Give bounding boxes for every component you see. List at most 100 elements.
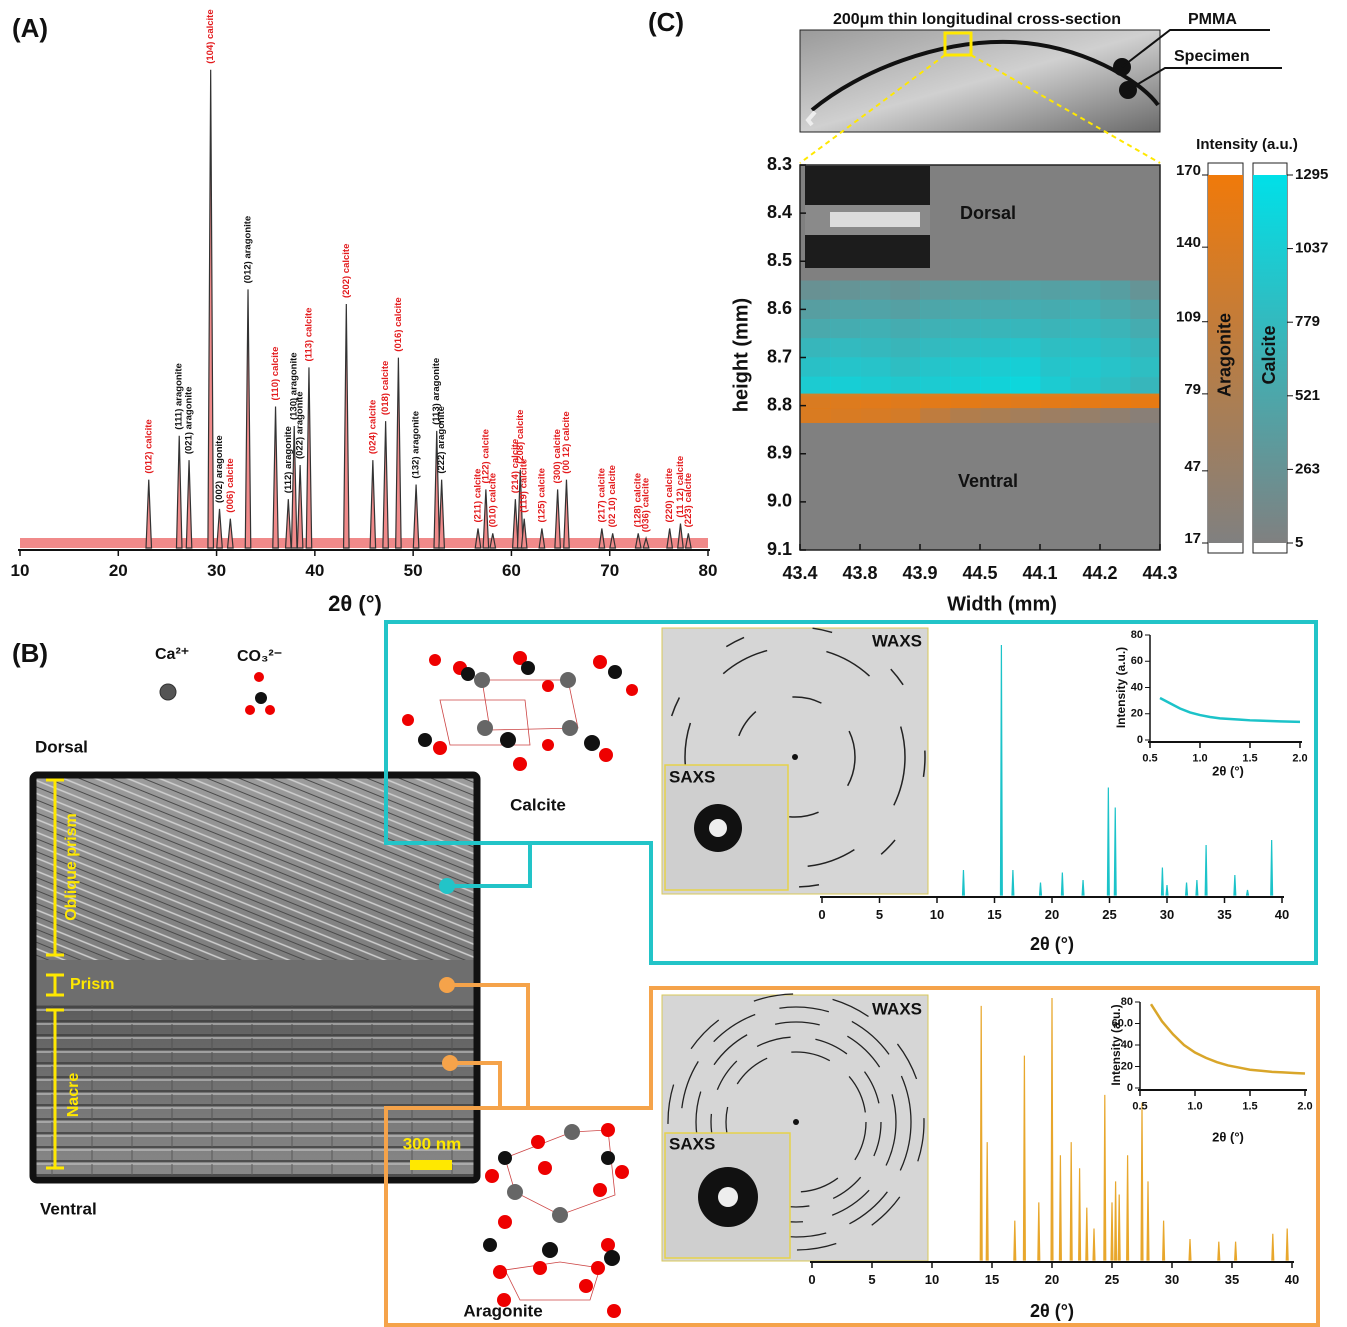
peak (490, 533, 496, 548)
x-tick-label: 35 (1225, 1272, 1239, 1287)
peak (1218, 1242, 1220, 1260)
heatmap-cell (980, 408, 1011, 423)
heatmap-cell (890, 300, 921, 320)
line (1151, 1004, 1305, 1073)
orientation-label: Ventral (40, 1199, 97, 1218)
heatmap-cell (1070, 300, 1101, 320)
peak-label: (012) aragonite (243, 216, 254, 284)
heatmap-cell (950, 319, 981, 339)
peak (1272, 1234, 1274, 1260)
waxs-image (662, 994, 928, 1261)
heatmap-cell (830, 319, 861, 339)
peak-label: (016) calcite (393, 297, 404, 351)
heatmap-cell (920, 281, 951, 301)
heatmap-cell (920, 377, 951, 397)
colorbar-tick-label: 17 (1184, 530, 1201, 547)
y-tick-label: 80 (1131, 629, 1143, 641)
panel-label: (B) (12, 638, 48, 668)
heatmap-cell (860, 300, 891, 320)
y-tick-label: 8.6 (767, 298, 792, 318)
heatmap-cell (920, 338, 951, 358)
peak (1093, 1229, 1095, 1260)
peak (146, 480, 152, 548)
heatmap-inset (805, 166, 930, 268)
heatmap-cell (950, 394, 981, 409)
peak (1127, 1155, 1129, 1260)
heatmap-cell (1040, 319, 1071, 339)
heatmap-cell (950, 408, 981, 423)
detector-label: SAXS (669, 1134, 715, 1153)
layer-label: Oblique prism (63, 813, 80, 921)
structure-label: Calcite (510, 795, 566, 814)
peak (539, 528, 545, 548)
heatmap-cell (800, 338, 831, 358)
y-tick-label: 8.8 (767, 394, 792, 414)
heatmap-cell (860, 281, 891, 301)
peak (1104, 1095, 1106, 1260)
x-tick-label: 0 (818, 907, 825, 922)
y-tick-label: 8.5 (767, 250, 792, 270)
heatmap-cell (1100, 300, 1131, 320)
heatmap-cell (980, 281, 1011, 301)
sem-nacre (33, 1005, 477, 1180)
heatmap-cell (860, 394, 891, 409)
peak (1061, 873, 1063, 896)
x-tick-label: 30 (207, 561, 226, 580)
peak (1114, 808, 1116, 896)
colorbar-tick-label: 140 (1176, 234, 1201, 251)
colorbar-title: Intensity (a.u.) (1196, 136, 1298, 153)
y-tick-label: 40 (1131, 681, 1143, 693)
x-tick-label: 40 (1285, 1272, 1299, 1287)
co3-icon (245, 672, 275, 715)
heatmap-cell (1130, 358, 1161, 378)
x-tick-label: 50 (404, 561, 423, 580)
heatmap-cell (1130, 300, 1161, 320)
y-axis-label: height (mm) (730, 298, 752, 412)
x-tick-label: 43.4 (782, 563, 817, 583)
detector-label: WAXS (872, 631, 922, 650)
heatmap-cell (920, 394, 951, 409)
figure: (A) (B) (C) 200μm thin longitudinal cros… (0, 0, 1347, 1327)
peak (1163, 1221, 1165, 1260)
x-tick-label: 15 (985, 1272, 999, 1287)
x-tick-label: 30 (1165, 1272, 1179, 1287)
y-tick-label: 8.7 (767, 346, 792, 366)
heatmap-cell (1010, 377, 1041, 397)
x-tick-label: 5 (868, 1272, 875, 1287)
peak-label: (223) calcite (683, 473, 694, 527)
heatmap-cell (1010, 319, 1041, 339)
peak (555, 489, 561, 548)
x-tick-label: 80 (699, 561, 718, 580)
peak-label: (010) calcite (487, 473, 498, 527)
x-tick-label: 1.5 (1242, 1101, 1257, 1113)
x-tick-label: 25 (1105, 1272, 1119, 1287)
peak (217, 509, 223, 548)
peak-label: (220) calcite (664, 468, 675, 522)
x-tick-label: 2.0 (1297, 1101, 1312, 1113)
probe-dot (442, 1055, 458, 1071)
peak (963, 870, 965, 895)
x-tick-label: 44.1 (1022, 563, 1057, 583)
x-tick-label: 2.0 (1292, 753, 1307, 765)
peak-label: (132) aragonite (411, 411, 422, 479)
peak (475, 528, 481, 548)
y-tick-label: 20 (1131, 708, 1143, 720)
x-axis-label: 2θ (°) (1030, 934, 1074, 954)
peak (1000, 645, 1002, 895)
heatmap-cell (920, 358, 951, 378)
peak-label: (217) calcite (596, 468, 607, 522)
peak (1040, 883, 1042, 896)
x-tick-label: 10 (930, 907, 944, 922)
y-tick-label: 9.1 (767, 539, 792, 559)
x-tick-label: 20 (109, 561, 128, 580)
aragonite-structure (483, 1123, 629, 1318)
colorbar-tick-label: 1295 (1295, 166, 1328, 183)
peak (1186, 883, 1188, 896)
peak (1118, 1195, 1120, 1261)
peak-label: (125) calcite (536, 468, 547, 522)
peak (1147, 1181, 1149, 1260)
peak-label: (110) calcite (270, 347, 281, 401)
heatmap-cell (1070, 338, 1101, 358)
line (1160, 698, 1300, 722)
heatmap-cell (1010, 358, 1041, 378)
